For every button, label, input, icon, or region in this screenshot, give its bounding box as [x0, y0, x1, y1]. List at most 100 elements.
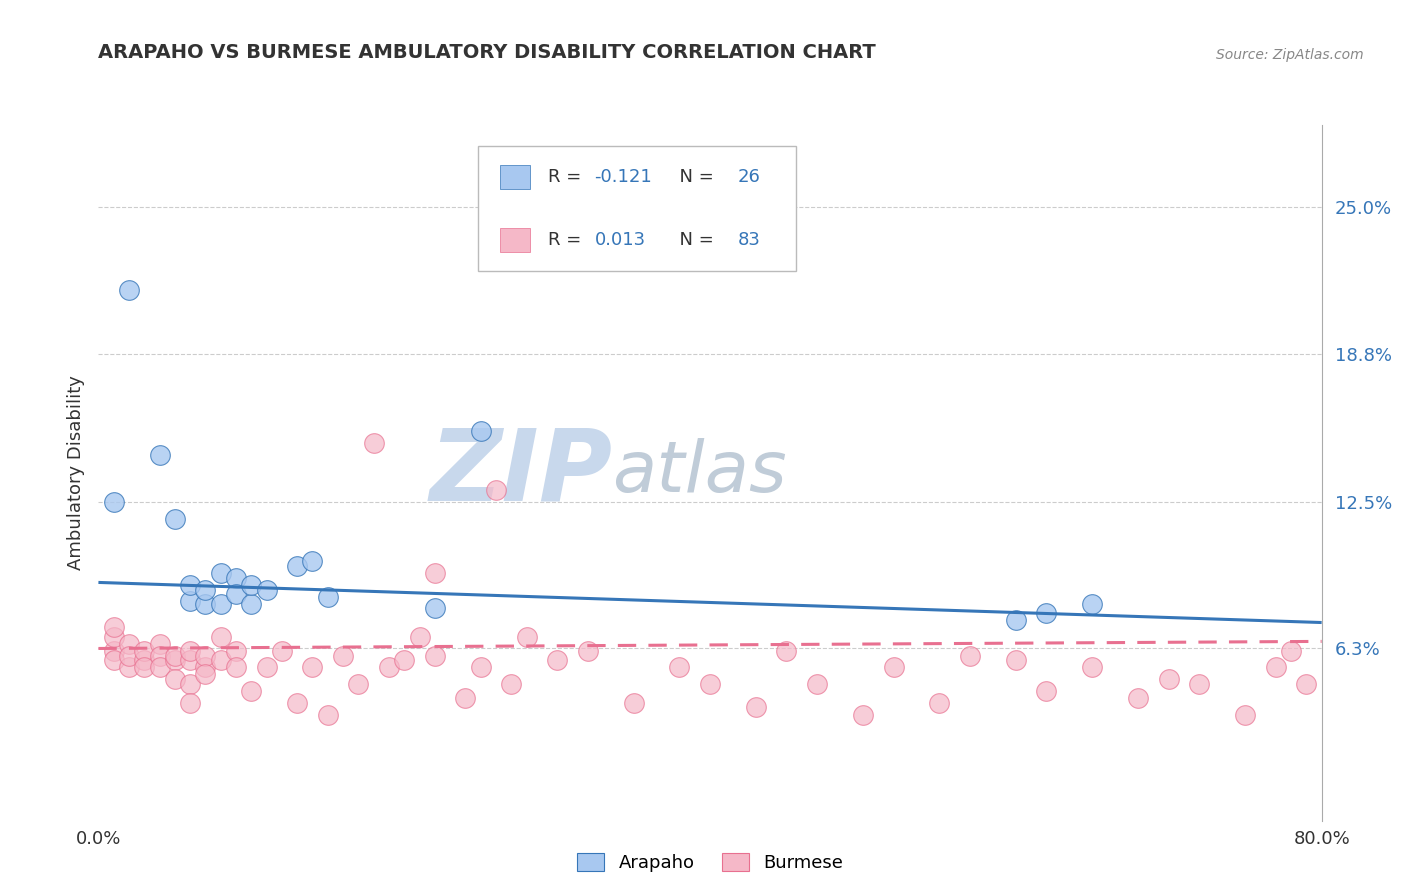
Point	[301, 660, 323, 674]
Point	[163, 653, 186, 667]
Point	[576, 644, 599, 658]
Text: 26: 26	[738, 168, 761, 186]
Point	[149, 648, 172, 663]
Point	[1035, 606, 1057, 620]
Point	[209, 566, 232, 580]
Point	[516, 630, 538, 644]
FancyBboxPatch shape	[499, 227, 530, 252]
Y-axis label: Ambulatory Disability: Ambulatory Disability	[66, 376, 84, 570]
Point	[1295, 677, 1317, 691]
Point	[470, 425, 492, 439]
Point	[134, 653, 156, 667]
Point	[699, 677, 721, 691]
Text: N =: N =	[668, 168, 720, 186]
Point	[883, 660, 905, 674]
Point	[179, 594, 201, 608]
Point	[316, 590, 339, 604]
Point	[209, 597, 232, 611]
Point	[118, 648, 141, 663]
Point	[668, 660, 690, 674]
Point	[1004, 613, 1026, 627]
Point	[423, 566, 446, 580]
Point	[163, 672, 186, 686]
FancyBboxPatch shape	[499, 165, 530, 189]
Point	[423, 601, 446, 615]
Point	[103, 495, 125, 509]
Point	[103, 630, 125, 644]
Point	[316, 707, 339, 722]
Point	[134, 660, 156, 674]
Text: ARAPAHO VS BURMESE AMBULATORY DISABILITY CORRELATION CHART: ARAPAHO VS BURMESE AMBULATORY DISABILITY…	[98, 44, 876, 62]
Point	[194, 667, 217, 681]
Point	[209, 630, 232, 644]
Point	[1081, 597, 1104, 611]
Point	[1128, 691, 1150, 706]
Point	[928, 696, 950, 710]
Point	[103, 653, 125, 667]
Point	[270, 644, 292, 658]
Text: Source: ZipAtlas.com: Source: ZipAtlas.com	[1216, 48, 1364, 62]
Text: R =: R =	[548, 231, 586, 249]
Point	[501, 677, 523, 691]
Point	[225, 587, 247, 601]
Point	[852, 707, 875, 722]
Point	[745, 700, 768, 714]
FancyBboxPatch shape	[478, 145, 796, 271]
Point	[1264, 660, 1286, 674]
Point	[546, 653, 568, 667]
Point	[179, 696, 201, 710]
Point	[163, 648, 186, 663]
Point	[225, 571, 247, 585]
Point	[179, 644, 201, 658]
Point	[194, 660, 217, 674]
Point	[347, 677, 370, 691]
Point	[256, 660, 278, 674]
Point	[1004, 653, 1026, 667]
Point	[209, 653, 232, 667]
Legend: Arapaho, Burmese: Arapaho, Burmese	[568, 844, 852, 881]
Point	[301, 554, 323, 568]
Point	[256, 582, 278, 597]
Point	[240, 684, 263, 698]
Point	[118, 660, 141, 674]
Point	[163, 512, 186, 526]
Point	[225, 644, 247, 658]
Point	[1279, 644, 1302, 658]
Point	[392, 653, 416, 667]
Point	[378, 660, 401, 674]
Text: N =: N =	[668, 231, 720, 249]
Point	[103, 620, 125, 634]
Point	[470, 660, 492, 674]
Point	[332, 648, 354, 663]
Point	[806, 677, 828, 691]
Point	[103, 644, 125, 658]
Point	[240, 578, 263, 592]
Point	[194, 582, 217, 597]
Point	[1157, 672, 1180, 686]
Point	[179, 677, 201, 691]
Point	[149, 637, 172, 651]
Point	[1234, 707, 1257, 722]
Point	[225, 660, 247, 674]
Point	[363, 436, 385, 450]
Point	[285, 558, 308, 573]
Point	[149, 448, 172, 462]
Point	[1035, 684, 1057, 698]
Point	[408, 630, 430, 644]
Point	[959, 648, 981, 663]
Point	[149, 660, 172, 674]
Point	[1188, 677, 1211, 691]
Text: 83: 83	[738, 231, 761, 249]
Text: ZIP: ZIP	[429, 425, 612, 521]
Point	[285, 696, 308, 710]
Point	[179, 578, 201, 592]
Point	[423, 648, 446, 663]
Point	[179, 653, 201, 667]
Point	[118, 637, 141, 651]
Point	[454, 691, 477, 706]
Point	[240, 597, 263, 611]
Point	[118, 283, 141, 297]
Point	[1081, 660, 1104, 674]
Point	[134, 644, 156, 658]
Point	[485, 483, 508, 498]
